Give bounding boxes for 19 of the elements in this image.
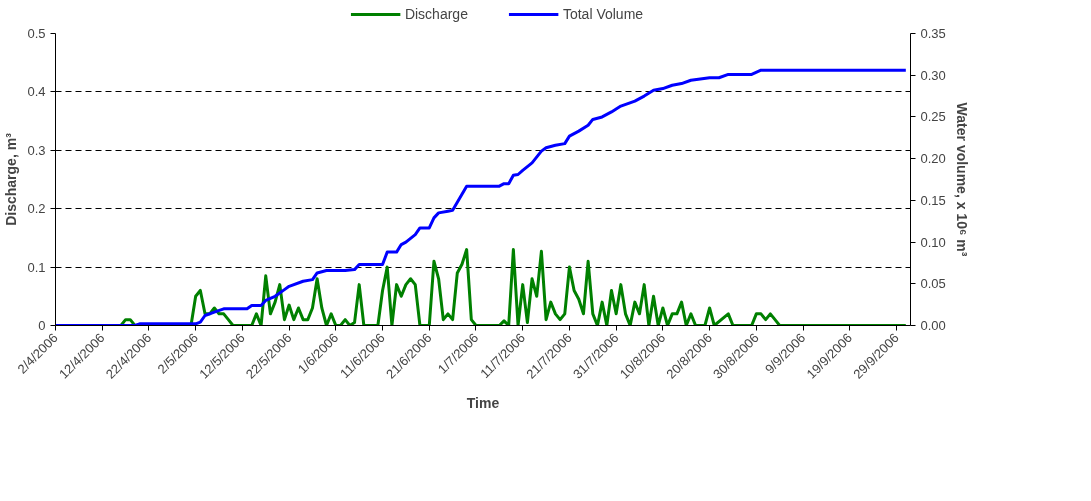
y-tick-label: 0.3 <box>27 142 46 158</box>
y2-tick-label: 0.00 <box>920 318 946 333</box>
y-axis-title: Discharge, m³ <box>3 132 20 226</box>
y2-tick-label: 0.20 <box>920 151 946 167</box>
y2-tick-label: 0.05 <box>920 276 946 292</box>
y-tick-label: 0.4 <box>27 84 46 100</box>
y2-tick-label: 0.15 <box>920 192 946 208</box>
y2-tick-label: 0.25 <box>920 109 946 125</box>
y-tick-label: 0.1 <box>27 259 46 275</box>
y-tick-label: 0 <box>38 318 46 333</box>
legend-label: Total Volume <box>562 6 644 22</box>
x-axis-title: Time <box>466 394 500 411</box>
y2-tick-label: 0.30 <box>920 67 946 83</box>
y2-axis-title: Water volume, x 10⁶ m³ <box>953 102 970 257</box>
y-tick-label: 0.5 <box>27 26 46 41</box>
y2-tick-label: 0.35 <box>920 26 946 41</box>
y-tick-label: 0.2 <box>27 201 46 217</box>
legend-label: Discharge <box>404 6 468 22</box>
y2-tick-label: 0.10 <box>920 234 946 250</box>
